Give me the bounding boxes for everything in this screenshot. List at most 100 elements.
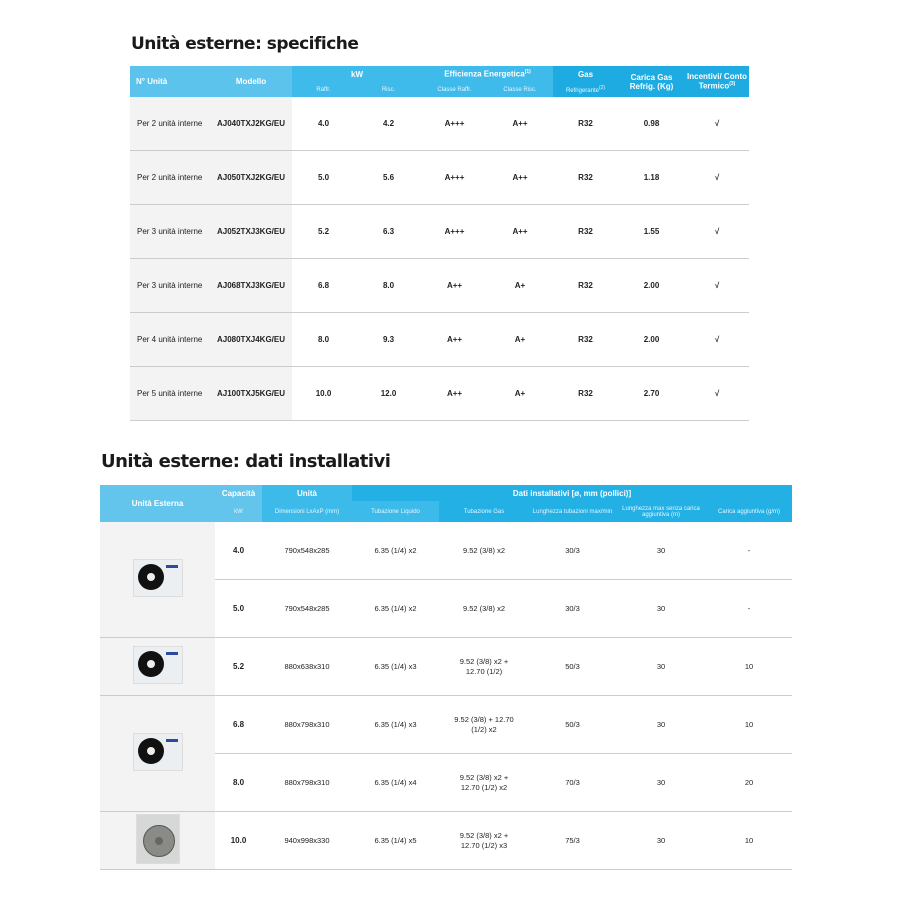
- cell-max: 30: [616, 637, 706, 696]
- cell-length: 50/3: [529, 637, 616, 696]
- table-row: 5.2 880x638x310 6.35 (1/4) x3 9.52 (3/8) x2…: [100, 637, 793, 696]
- header-pipe-length: Lunghezza tubazioni max/min: [529, 501, 616, 522]
- cell-extra: 10: [706, 637, 793, 696]
- cell-kw: 10.0: [215, 811, 262, 870]
- cell-model: AJ050TXJ2KG/EU: [210, 150, 292, 205]
- header-efficiency: Efficienza Energetica(1): [422, 66, 554, 82]
- cell-cool: 4.0: [292, 97, 355, 151]
- specs-title: Unità esterne: specifiche: [131, 34, 359, 54]
- outdoor-unit-icon: [132, 733, 183, 771]
- cell-charge: 1.55: [618, 204, 686, 259]
- cell-gas: 9.52 (3/8) x2 + 12.70 (1/2) x2: [439, 753, 529, 812]
- header-heat: Risc.: [355, 82, 422, 97]
- cell-liquid: 6.35 (1/4) x3: [352, 695, 439, 754]
- cell-class-cool: A++: [422, 258, 487, 313]
- cell-class-heat: A+: [487, 312, 554, 367]
- table-row: Per 3 unità interne AJ052TXJ3KG/EU 5.2 6.3 A…: [130, 204, 750, 259]
- header-refrigerant: Refrigerante(2): [553, 82, 619, 97]
- header-class-heat: Classe Risc.: [487, 82, 554, 97]
- cell-gas: 9.52 (3/8) x2: [439, 522, 529, 580]
- cell-heat: 9.3: [355, 312, 422, 367]
- cell-max: 30: [616, 811, 706, 870]
- cell-class-cool: A++: [422, 366, 487, 421]
- cell-incentive: √: [685, 312, 750, 367]
- cell-heat: 4.2: [355, 97, 422, 151]
- cell-class-cool: A+++: [422, 150, 487, 205]
- header-install-data: Dati installativi [ø, mm (pollici)]: [352, 485, 793, 501]
- cell-gas: R32: [553, 97, 619, 151]
- cell-length: 75/3: [529, 811, 616, 870]
- cell-max: 30: [616, 753, 706, 812]
- header-gas: Gas: [553, 66, 619, 82]
- cell-gas: 9.52 (3/8) x2: [439, 579, 529, 638]
- outdoor-unit-icon: [132, 559, 183, 597]
- header-kw: kW: [215, 501, 262, 522]
- table-row: 4.0 790x548x285 6.35 (1/4) x2 9.52 (3/8) x2…: [100, 522, 793, 638]
- cell-gas: 9.52 (3/8) + 12.70 (1/2) x2: [439, 695, 529, 754]
- cell-cool: 5.0: [292, 150, 355, 205]
- cell-model: AJ100TXJ5KG/EU: [210, 366, 292, 421]
- cell-kw: 5.2: [215, 637, 262, 696]
- header-dimensions: Dimensioni LxAxP (mm): [262, 501, 352, 522]
- unit-image-cell: [100, 811, 215, 870]
- cell-incentive: √: [685, 366, 750, 421]
- header-cool: Raffr.: [292, 82, 355, 97]
- header-extra-charge: Carica aggiuntiva (g/m): [706, 501, 793, 522]
- outdoor-unit-icon: [132, 646, 183, 684]
- cell-model: AJ040TXJ2KG/EU: [210, 97, 292, 151]
- header-units: N° Unità: [130, 66, 210, 97]
- cell-cool: 5.2: [292, 204, 355, 259]
- cell-charge: 0.98: [618, 97, 686, 151]
- cell-gas: R32: [553, 150, 619, 205]
- cell-liquid: 6.35 (1/4) x2: [352, 579, 439, 638]
- table-row: Per 3 unità interne AJ068TXJ3KG/EU 6.8 8.0 A…: [130, 258, 750, 313]
- cell-incentive: √: [685, 258, 750, 313]
- cell-class-heat: A+: [487, 366, 554, 421]
- cell-cool: 10.0: [292, 366, 355, 421]
- cell-charge: 2.00: [618, 258, 686, 313]
- cell-class-cool: A++: [422, 312, 487, 367]
- cell-dim: 880x798x310: [262, 753, 352, 812]
- cell-units: Per 4 unità interne: [130, 312, 210, 367]
- cell-gas: 9.52 (3/8) x2 + 12.70 (1/2) x3: [439, 811, 529, 870]
- unit-image-cell: [100, 695, 215, 812]
- cell-gas: 9.52 (3/8) x2 + 12.70 (1/2): [439, 637, 529, 696]
- cell-kw: 8.0: [215, 753, 262, 812]
- cell-units: Per 5 unità interne: [130, 366, 210, 421]
- cell-length: 30/3: [529, 579, 616, 638]
- cell-heat: 6.3: [355, 204, 422, 259]
- cell-gas: R32: [553, 258, 619, 313]
- cell-heat: 5.6: [355, 150, 422, 205]
- cell-gas: R32: [553, 312, 619, 367]
- cell-model: AJ080TXJ4KG/EU: [210, 312, 292, 367]
- cell-extra: 20: [706, 753, 793, 812]
- cell-class-heat: A++: [487, 150, 554, 205]
- cell-units: Per 2 unità interne: [130, 150, 210, 205]
- cell-incentive: √: [685, 97, 750, 151]
- header-max-length: Lunghezza max senza carica aggiuntiva (m…: [616, 501, 706, 522]
- table-row: 6.8 880x798x310 6.35 (1/4) x3 9.52 (3/8) + …: [100, 695, 793, 812]
- table-row: Per 5 unità interne AJ100TXJ5KG/EU 10.0 12.…: [130, 366, 750, 421]
- cell-cool: 8.0: [292, 312, 355, 367]
- cell-liquid: 6.35 (1/4) x3: [352, 637, 439, 696]
- cell-kw: 5.0: [215, 579, 262, 638]
- table-row: 10.0 940x998x330 6.35 (1/4) x5 9.52 (3/8) x…: [100, 811, 793, 870]
- cell-kw: 4.0: [215, 522, 262, 580]
- cell-cool: 6.8: [292, 258, 355, 313]
- header-kw: kW: [292, 66, 422, 82]
- cell-dim: 940x998x330: [262, 811, 352, 870]
- cell-max: 30: [616, 579, 706, 638]
- cell-gas: R32: [553, 204, 619, 259]
- install-table: Unità Esterna Capacità Unità Dati instal…: [100, 485, 793, 870]
- cell-extra: -: [706, 579, 793, 638]
- table-row: Per 2 unità interne AJ040TXJ2KG/EU 4.0 4.2 A…: [130, 97, 750, 151]
- cell-max: 30: [616, 695, 706, 754]
- header-charge: Carica Gas Refrig. (Kg): [618, 66, 686, 97]
- cell-model: AJ068TXJ3KG/EU: [210, 258, 292, 313]
- cell-dim: 790x548x285: [262, 522, 352, 580]
- unit-image-cell: [100, 522, 215, 638]
- cell-liquid: 6.35 (1/4) x5: [352, 811, 439, 870]
- cell-class-heat: A++: [487, 204, 554, 259]
- cell-dim: 880x638x310: [262, 637, 352, 696]
- cell-extra: 10: [706, 811, 793, 870]
